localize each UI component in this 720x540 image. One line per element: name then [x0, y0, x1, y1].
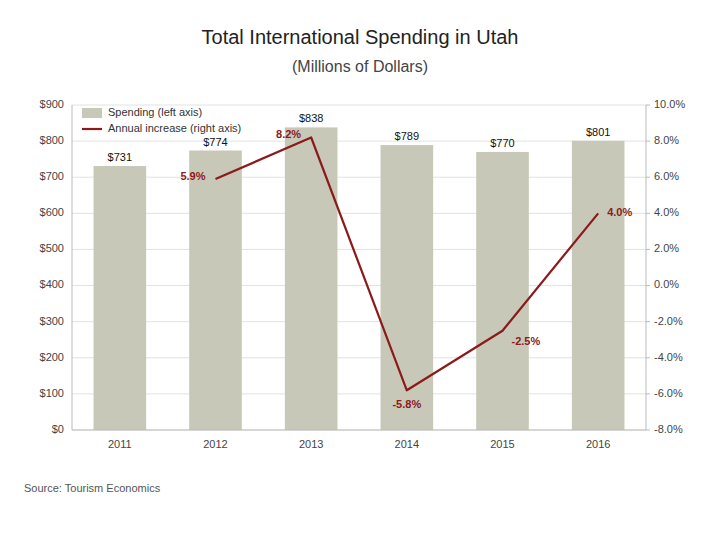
legend-entry: Spending (left axis): [108, 106, 202, 118]
x-tick-label: 2012: [203, 438, 227, 450]
y2-tick-label: -6.0%: [654, 387, 683, 399]
line: [216, 138, 599, 391]
y-tick-label: $900: [40, 98, 64, 110]
y2-tick-label: 8.0%: [654, 134, 679, 146]
y2-tick: [646, 105, 650, 106]
y2-tick: [646, 213, 650, 214]
y2-tick-label: 10.0%: [654, 98, 685, 110]
grid-line: [72, 249, 646, 250]
line-label: -5.8%: [392, 398, 421, 410]
x-tick-label: 2015: [490, 438, 514, 450]
bar: [189, 151, 242, 431]
y2-tick-label: -8.0%: [654, 423, 683, 435]
grid-line: [72, 321, 646, 322]
y-axis-line: [72, 105, 73, 430]
y2-tick-label: -2.0%: [654, 315, 683, 327]
grid-line: [72, 430, 646, 431]
grid-line: [72, 393, 646, 394]
y2-tick-label: -4.0%: [654, 351, 683, 363]
y-tick-label: $500: [40, 242, 64, 254]
x-tick-label: 2014: [395, 438, 419, 450]
y2-tick: [646, 430, 650, 431]
y-tick-label: $600: [40, 206, 64, 218]
line-label: 4.0%: [607, 206, 632, 218]
line-label: -2.5%: [512, 335, 541, 347]
y2-tick-label: 0.0%: [654, 278, 679, 290]
bar-label: $731: [108, 151, 132, 163]
y2-tick: [646, 249, 650, 250]
y2-tick: [646, 321, 650, 322]
bar-label: $774: [203, 136, 227, 148]
subtitle: (Millions of Dollars): [292, 58, 428, 75]
y2-axis-line: [646, 105, 647, 430]
grid-line: [72, 357, 646, 358]
y2-tick-label: 4.0%: [654, 206, 679, 218]
y2-tick: [646, 177, 650, 178]
y-tick-label: $200: [40, 351, 64, 363]
y2-tick: [646, 357, 650, 358]
chart: Total International Spending in Utah (Mil…: [0, 0, 720, 540]
bar: [476, 152, 529, 430]
grid-line: [72, 285, 646, 286]
grid-line: [72, 141, 646, 142]
x-axis-line: [72, 430, 646, 431]
y-tick-label: $700: [40, 170, 64, 182]
y-tick-label: $300: [40, 315, 64, 327]
line-label: 8.2%: [276, 128, 301, 140]
bar: [572, 141, 625, 430]
data-labels: $731 $774 $838 $789 $770 $801 5.9% 8.2% -5.8% -2.…: [108, 112, 633, 410]
grid-line: [72, 213, 646, 214]
y2-tick: [646, 141, 650, 142]
legend-entry: Annual increase (right axis): [108, 122, 241, 134]
y-tick-label: $400: [40, 278, 64, 290]
y2-tick: [646, 285, 650, 286]
legend-swatch: [82, 128, 102, 130]
y2-tick: [646, 393, 650, 394]
x-tick-label: 2013: [299, 438, 323, 450]
title: Total International Spending in Utah: [202, 26, 519, 48]
marks: [94, 127, 625, 430]
y2-tick-label: 2.0%: [654, 242, 679, 254]
bar-label: $789: [395, 130, 419, 142]
y-tick-label: $800: [40, 134, 64, 146]
bar: [285, 127, 338, 430]
bar-label: $770: [490, 137, 514, 149]
annotation: Source: Tourism Economics: [24, 482, 161, 494]
legend: Spending (left axis) Annual increase (rig…: [82, 106, 241, 134]
bar-label: $838: [299, 112, 323, 124]
legend-swatch: [82, 108, 102, 118]
grid-line: [72, 177, 646, 178]
y-tick-label: $100: [40, 387, 64, 399]
x-tick-label: 2016: [586, 438, 610, 450]
line-label: 5.9%: [180, 170, 205, 182]
y2-tick-label: 6.0%: [654, 170, 679, 182]
x-tick-label: 2011: [108, 438, 132, 450]
bar: [94, 166, 147, 430]
bar-label: $801: [586, 126, 610, 138]
y-tick-label: $0: [52, 423, 64, 435]
